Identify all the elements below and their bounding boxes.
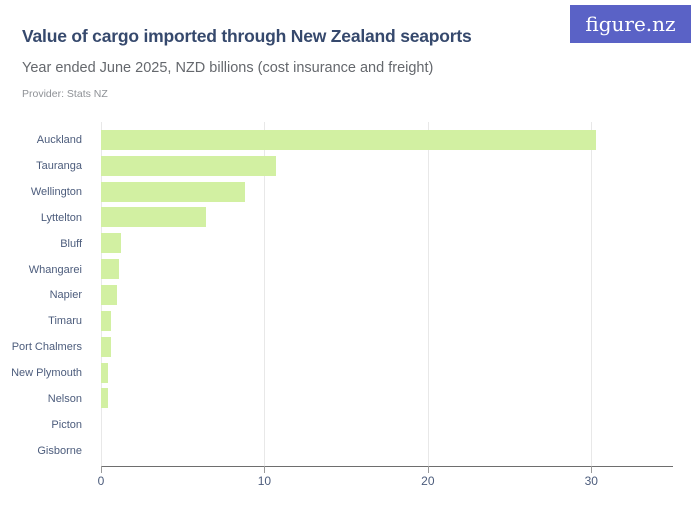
chart-row [101, 334, 673, 360]
bar-wellington[interactable] [101, 181, 245, 202]
bar-timaru[interactable] [101, 310, 111, 331]
bar-whangarei[interactable] [101, 259, 119, 280]
chart-row [101, 127, 673, 153]
category-label: Picton [51, 419, 82, 432]
category-label: Timaru [48, 315, 82, 328]
x-tick-label: 30 [584, 474, 598, 488]
tick-mark [264, 466, 266, 473]
category-label: Whangarei [28, 263, 82, 276]
bar-auckland[interactable] [101, 129, 597, 150]
chart-row [101, 360, 673, 386]
chart-row [101, 153, 673, 179]
chart-subtitle: Year ended June 2025, NZD billions (cost… [22, 60, 434, 76]
category-label: Gisborne [37, 445, 82, 458]
chart-row [101, 179, 673, 205]
tick-mark [101, 466, 102, 473]
provider-label: Provider: Stats NZ [22, 88, 108, 100]
category-label: Auckland [36, 133, 82, 146]
chart-row [101, 205, 673, 231]
category-label: New Plymouth [11, 367, 82, 380]
tick-mark [591, 466, 593, 473]
category-label: Tauranga [36, 159, 82, 172]
gridline [427, 122, 429, 466]
category-label: Lyttelton [40, 211, 82, 224]
x-tick-label: 0 [97, 474, 105, 488]
y-axis-labels: Auckland Tauranga Wellington Lyttelton Bluff… [0, 127, 92, 464]
figure-nz-logo-text: figure.nz [585, 12, 676, 36]
bar-tauranga[interactable] [101, 155, 276, 176]
bar-lyttelton[interactable] [101, 207, 206, 228]
chart-row [101, 230, 673, 256]
category-label: Wellington [30, 185, 82, 198]
bar-port-chalmers[interactable] [101, 336, 111, 357]
chart-row [101, 256, 673, 282]
chart-row [101, 308, 673, 334]
page-title: Value of cargo imported through New Zeal… [22, 26, 472, 46]
bar-nelson[interactable] [101, 388, 108, 409]
x-tick-label: 10 [257, 474, 272, 488]
chart-row [101, 437, 673, 463]
x-axis-labels: 0 10 20 30 [97, 474, 673, 490]
category-label: Nelson [47, 393, 82, 406]
gridline [264, 122, 266, 466]
bar-napier[interactable] [101, 284, 118, 305]
chart-row [101, 411, 673, 437]
gridline [591, 122, 593, 466]
category-label: Bluff [60, 237, 82, 250]
chart-row [101, 385, 673, 411]
figure-nz-logo[interactable]: figure.nz [570, 5, 691, 43]
bar-new-plymouth[interactable] [101, 362, 108, 383]
category-label: Napier [49, 289, 82, 302]
chart-rows [101, 127, 673, 463]
chart-row [101, 282, 673, 308]
x-tick-label: 20 [421, 474, 435, 488]
bar-bluff[interactable] [101, 233, 121, 254]
bar-chart-plot-area [101, 122, 673, 473]
tick-mark [427, 466, 429, 473]
category-label: Port Chalmers [11, 341, 82, 354]
